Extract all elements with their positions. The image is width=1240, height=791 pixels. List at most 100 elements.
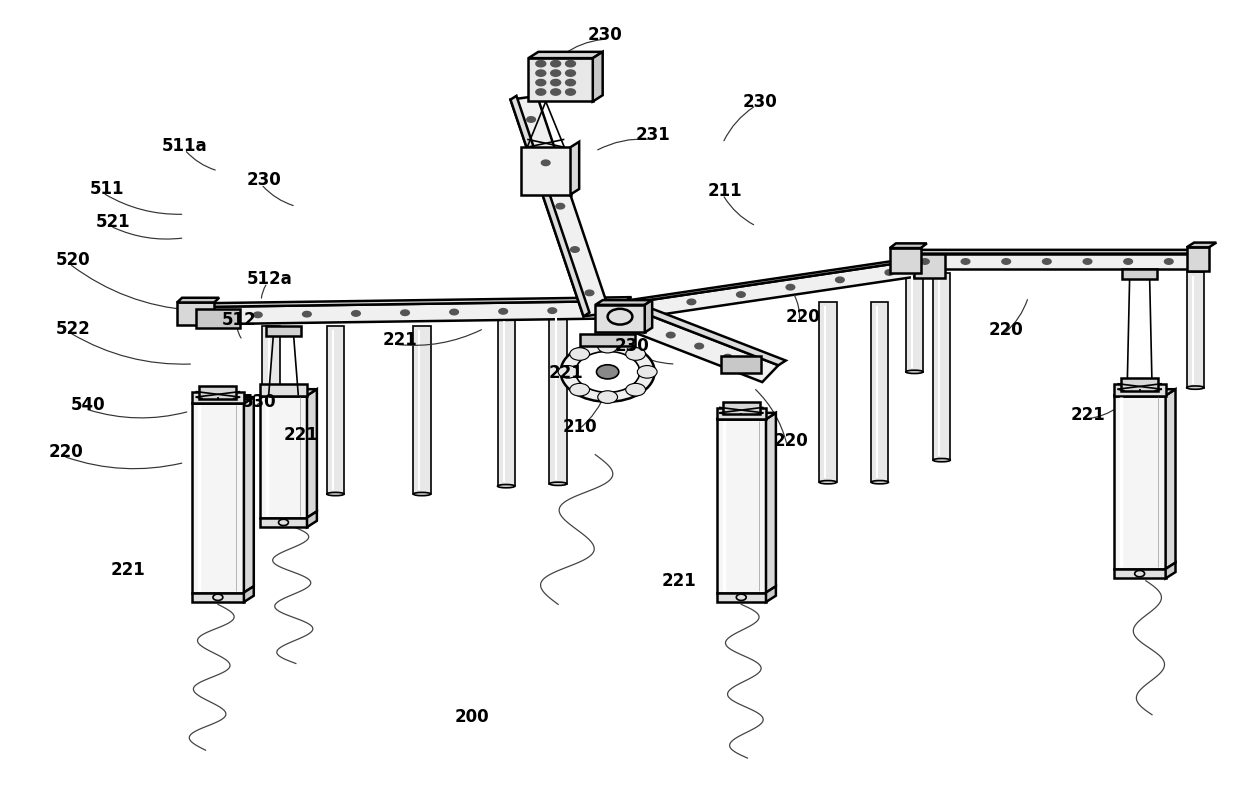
Polygon shape xyxy=(620,310,779,382)
Circle shape xyxy=(687,299,696,305)
Ellipse shape xyxy=(905,370,923,373)
Polygon shape xyxy=(890,244,926,248)
Text: 511: 511 xyxy=(89,180,124,198)
Text: 211: 211 xyxy=(708,182,743,199)
Text: 512: 512 xyxy=(222,311,257,329)
Circle shape xyxy=(569,348,589,361)
Polygon shape xyxy=(890,248,920,274)
Circle shape xyxy=(565,60,575,66)
Ellipse shape xyxy=(263,492,280,496)
Polygon shape xyxy=(528,59,593,101)
Circle shape xyxy=(565,89,575,95)
Polygon shape xyxy=(184,297,631,307)
Polygon shape xyxy=(766,413,776,592)
Polygon shape xyxy=(267,326,301,335)
Polygon shape xyxy=(260,396,308,517)
Polygon shape xyxy=(196,308,241,327)
Circle shape xyxy=(751,365,760,371)
Ellipse shape xyxy=(327,492,343,496)
Circle shape xyxy=(542,160,551,165)
Polygon shape xyxy=(192,392,244,403)
Text: 221: 221 xyxy=(284,426,319,444)
Circle shape xyxy=(536,70,546,76)
Ellipse shape xyxy=(872,481,889,484)
Text: 521: 521 xyxy=(95,213,130,231)
Polygon shape xyxy=(413,326,430,494)
Circle shape xyxy=(565,70,575,76)
Polygon shape xyxy=(905,272,923,372)
Text: 530: 530 xyxy=(242,393,277,411)
Polygon shape xyxy=(1187,272,1204,388)
Polygon shape xyxy=(723,402,760,414)
Circle shape xyxy=(558,365,578,378)
Circle shape xyxy=(401,310,409,316)
Polygon shape xyxy=(820,302,837,483)
Polygon shape xyxy=(932,274,950,460)
Text: 230: 230 xyxy=(588,26,622,44)
Circle shape xyxy=(598,391,618,403)
Circle shape xyxy=(666,332,675,338)
Circle shape xyxy=(205,312,213,318)
Text: 221: 221 xyxy=(382,331,417,350)
Ellipse shape xyxy=(497,485,515,488)
Circle shape xyxy=(1043,259,1052,264)
Circle shape xyxy=(536,60,546,66)
Text: 220: 220 xyxy=(988,321,1023,339)
Circle shape xyxy=(575,351,640,392)
Circle shape xyxy=(551,79,560,85)
Circle shape xyxy=(536,89,546,95)
Circle shape xyxy=(961,259,970,264)
Text: 511a: 511a xyxy=(161,137,207,154)
Ellipse shape xyxy=(932,459,950,462)
Circle shape xyxy=(1123,259,1132,264)
Circle shape xyxy=(556,203,564,209)
Text: 230: 230 xyxy=(247,172,281,189)
Text: 221: 221 xyxy=(548,365,583,382)
Text: 540: 540 xyxy=(71,396,105,414)
Polygon shape xyxy=(872,302,889,483)
Polygon shape xyxy=(184,301,626,324)
Polygon shape xyxy=(580,334,635,346)
Polygon shape xyxy=(260,384,308,396)
Polygon shape xyxy=(327,326,343,494)
Circle shape xyxy=(737,292,745,297)
Circle shape xyxy=(596,307,605,312)
Polygon shape xyxy=(1187,243,1216,248)
Ellipse shape xyxy=(1187,386,1204,389)
Polygon shape xyxy=(766,586,776,602)
Circle shape xyxy=(723,354,732,360)
Polygon shape xyxy=(1166,389,1176,569)
Circle shape xyxy=(1164,259,1173,264)
Circle shape xyxy=(920,259,929,264)
Circle shape xyxy=(885,270,894,275)
Circle shape xyxy=(565,79,575,85)
Polygon shape xyxy=(1187,248,1209,271)
Circle shape xyxy=(598,340,618,353)
Text: 522: 522 xyxy=(56,320,91,338)
Polygon shape xyxy=(260,389,317,396)
Polygon shape xyxy=(308,511,317,527)
Polygon shape xyxy=(308,389,317,517)
Circle shape xyxy=(569,384,589,396)
Polygon shape xyxy=(244,586,254,602)
Text: 520: 520 xyxy=(56,251,91,269)
Text: 220: 220 xyxy=(774,432,808,450)
Circle shape xyxy=(352,311,361,316)
Circle shape xyxy=(596,365,619,379)
Polygon shape xyxy=(595,305,645,332)
Polygon shape xyxy=(528,52,603,59)
Text: 512a: 512a xyxy=(247,270,293,288)
Circle shape xyxy=(570,247,579,252)
Text: 221: 221 xyxy=(1070,407,1105,424)
Polygon shape xyxy=(1114,569,1166,578)
Circle shape xyxy=(548,308,557,313)
Polygon shape xyxy=(1121,378,1158,391)
Polygon shape xyxy=(614,261,916,320)
Polygon shape xyxy=(570,142,579,195)
Polygon shape xyxy=(614,257,918,305)
Circle shape xyxy=(626,384,646,396)
Polygon shape xyxy=(1122,270,1157,279)
Text: 221: 221 xyxy=(110,562,145,580)
Polygon shape xyxy=(192,403,244,592)
Circle shape xyxy=(637,321,646,327)
